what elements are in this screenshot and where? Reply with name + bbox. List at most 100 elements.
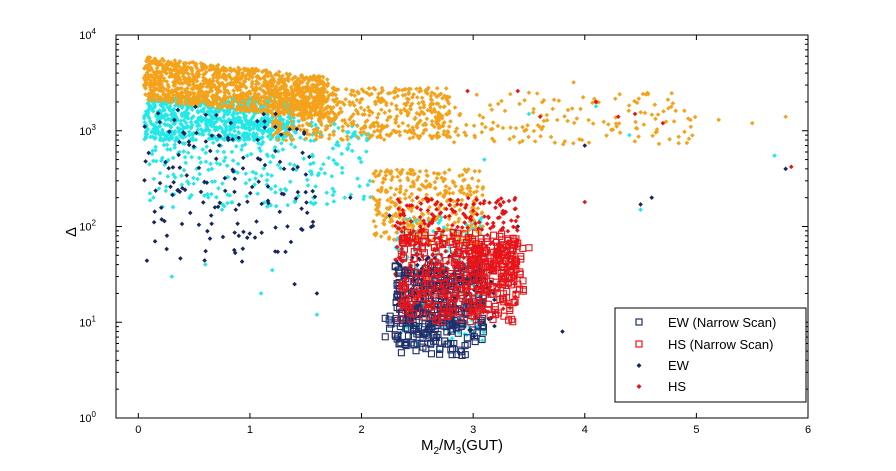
point-orange-1510 [316, 111, 321, 117]
point-orange-965 [221, 96, 227, 102]
point-cyan-893 [214, 136, 220, 142]
point-ew-118 [273, 124, 278, 130]
point-orange-1055 [235, 77, 241, 83]
point-hs-narrow-scan-262 [424, 261, 433, 269]
point-orange-1098 [237, 104, 242, 110]
point-hs-246 [474, 197, 480, 203]
point-orange-897 [158, 70, 164, 75]
point-hs-narrow-scan-380 [499, 275, 507, 283]
point-orange-2211 [749, 120, 755, 126]
point-hs-298 [510, 224, 516, 230]
point-orange-1443 [387, 133, 392, 139]
point-ew-281 [638, 202, 643, 207]
point-orange-1819 [409, 191, 415, 197]
point-hs-narrow-scan-398 [483, 263, 491, 271]
point-cyan-462 [234, 111, 240, 117]
point-orange-1262 [402, 92, 408, 98]
point-hs-270 [470, 208, 476, 213]
point-cyan-975 [221, 149, 227, 155]
point-orange-1698 [359, 96, 365, 102]
point-hs-narrow-scan-234 [399, 285, 407, 293]
point-cyan-1025 [364, 136, 370, 141]
point-orange-1036 [171, 88, 177, 94]
point-orange-1891 [388, 195, 393, 201]
point-orange-1062 [196, 84, 201, 89]
point-hs-narrow-scan-224 [449, 301, 457, 309]
point-cyan-327 [195, 118, 201, 123]
point-orange-1225 [296, 123, 302, 129]
point-ew-103 [288, 239, 294, 245]
point-ew-narrow-scan-291 [420, 323, 428, 331]
point-cyan-914 [172, 138, 178, 144]
point-hs-342 [407, 203, 412, 208]
point-orange-1021 [165, 88, 171, 94]
point-orange-1253 [430, 134, 436, 139]
point-cyan-1093 [215, 149, 220, 154]
point-orange-1852 [472, 168, 478, 174]
point-cyan-88 [175, 125, 181, 131]
point-ew-271 [292, 281, 297, 287]
point-cyan-651 [250, 133, 256, 138]
point-cyan-1073 [162, 121, 167, 127]
point-orange-217 [309, 82, 315, 88]
point-hs-330 [429, 220, 435, 226]
point-ew-90 [222, 188, 228, 194]
point-cyan-839 [310, 132, 315, 137]
x-tick-label-6: 6 [805, 424, 811, 436]
point-orange-21 [284, 102, 290, 108]
point-cyan-1077 [309, 120, 314, 125]
point-orange-1675 [440, 123, 445, 129]
point-cyan-567 [153, 113, 159, 119]
point-hs-narrow-scan-119 [455, 307, 463, 315]
point-orange-1065 [187, 79, 193, 85]
point-ew-64 [196, 165, 202, 171]
point-orange-1390 [382, 110, 388, 116]
point-hs-narrow-scan-310 [442, 257, 450, 265]
point-cyan-1072 [250, 169, 256, 175]
point-orange-774 [321, 81, 326, 86]
point-ew-19 [299, 206, 304, 211]
point-orange-1976 [461, 190, 467, 196]
point-cyan-715 [181, 125, 187, 130]
point-hs-narrow-scan-346 [508, 244, 516, 252]
point-hs-361 [515, 88, 521, 94]
point-orange-872 [148, 65, 154, 70]
point-orange-1694 [376, 91, 382, 97]
point-cyan-824 [308, 161, 313, 167]
point-cyan-750 [167, 104, 173, 109]
point-orange-1651 [313, 133, 319, 138]
point-hs-narrow-scan-301 [407, 315, 415, 323]
point-orange-1724 [400, 167, 405, 173]
point-orange-1697 [292, 125, 297, 131]
point-cyan-408 [163, 117, 169, 123]
point-orange-2016 [388, 170, 394, 176]
point-orange-1052 [249, 100, 255, 105]
point-cyan-854 [304, 177, 310, 183]
point-hs-338 [479, 227, 485, 232]
point-orange-2078 [656, 141, 662, 147]
point-orange-1089 [243, 85, 249, 91]
point-cyan-1065 [280, 147, 286, 152]
point-orange-696 [146, 62, 151, 67]
point-orange-2058 [453, 129, 458, 134]
point-orange-1934 [405, 170, 410, 176]
point-hs-307 [436, 226, 442, 232]
point-cyan-582 [178, 118, 183, 124]
point-orange-1543 [393, 103, 399, 109]
point-orange-1766 [436, 171, 442, 177]
point-orange-785 [200, 75, 206, 80]
x-tick-label-2: 2 [358, 424, 364, 436]
point-orange-1649 [394, 129, 400, 135]
point-orange-813 [195, 74, 200, 80]
point-ew-66 [277, 209, 283, 215]
point-cyan-878 [265, 172, 270, 177]
point-orange-1757 [457, 188, 463, 194]
point-orange-242 [165, 82, 171, 88]
point-orange-1175 [172, 63, 177, 69]
point-ew-narrow-scan-293 [386, 312, 394, 320]
point-orange-573 [167, 74, 172, 80]
point-orange-1581 [326, 111, 332, 116]
point-hs-280 [395, 220, 400, 225]
point-cyan-1345 [219, 207, 225, 212]
point-orange-1572 [438, 91, 444, 97]
